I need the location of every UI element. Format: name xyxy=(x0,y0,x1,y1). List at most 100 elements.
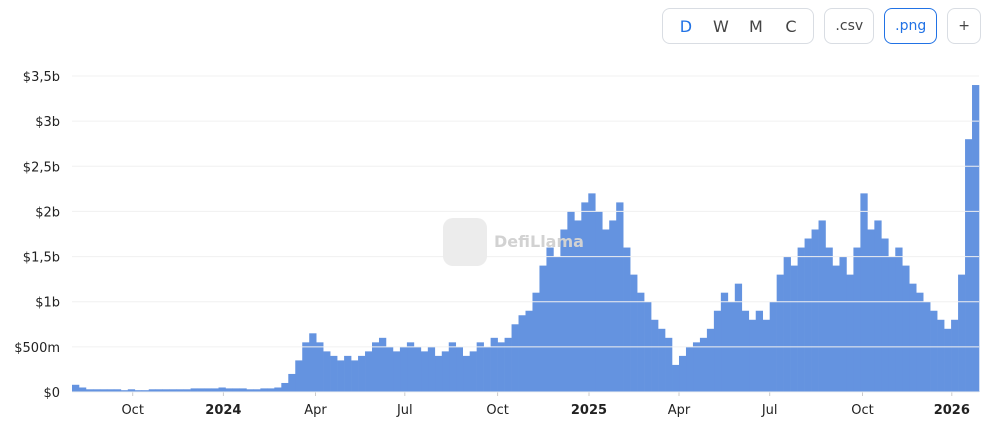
bar xyxy=(323,351,331,392)
bar xyxy=(511,324,519,392)
bar xyxy=(316,342,324,392)
bar xyxy=(623,247,631,392)
bar xyxy=(839,256,847,392)
bar xyxy=(183,389,191,392)
bar xyxy=(337,360,345,392)
x-tick-label: Oct xyxy=(121,403,143,418)
bar xyxy=(658,328,666,392)
bar xyxy=(448,342,457,392)
bar xyxy=(720,292,729,392)
bar xyxy=(574,220,582,392)
bar xyxy=(678,355,687,392)
y-tick-label: $2,5b xyxy=(23,160,60,175)
png-button[interactable]: .png xyxy=(884,8,938,44)
watermark: DefiLlama xyxy=(494,232,584,251)
bar xyxy=(651,319,659,392)
bar xyxy=(895,247,903,392)
bar xyxy=(874,220,882,392)
bar xyxy=(141,390,150,392)
bar xyxy=(260,388,268,392)
bar xyxy=(113,389,122,392)
x-tick-label: Oct xyxy=(851,403,873,418)
period-group: D W M C xyxy=(662,8,815,44)
bar xyxy=(120,390,129,392)
bar xyxy=(762,319,770,392)
bar xyxy=(211,388,219,392)
csv-button[interactable]: .csv xyxy=(824,8,875,44)
png-label: .png xyxy=(895,18,927,34)
bar xyxy=(518,315,526,392)
bar xyxy=(609,220,617,392)
bar xyxy=(225,388,233,392)
bar xyxy=(811,229,819,392)
bar xyxy=(232,388,240,392)
bar xyxy=(78,387,87,392)
bar xyxy=(169,389,177,392)
bar xyxy=(853,247,861,392)
bar xyxy=(218,387,226,392)
bar xyxy=(930,310,938,392)
bar xyxy=(239,388,247,392)
bar xyxy=(672,364,680,392)
period-button[interactable]: C xyxy=(785,16,797,36)
bar xyxy=(965,139,973,392)
bar xyxy=(281,382,289,392)
bar xyxy=(504,337,512,392)
bar xyxy=(413,346,422,392)
bar xyxy=(204,388,212,392)
add-button[interactable]: + xyxy=(947,8,981,44)
bar xyxy=(399,346,408,392)
bar xyxy=(197,388,205,392)
period-button[interactable]: D xyxy=(679,16,693,36)
bar xyxy=(483,346,491,392)
bar xyxy=(392,351,401,392)
bar xyxy=(944,328,952,392)
bar xyxy=(378,337,387,392)
bar xyxy=(553,256,561,392)
csv-label: .csv xyxy=(835,18,864,34)
bar xyxy=(92,389,101,392)
bar xyxy=(602,229,610,392)
bar xyxy=(637,292,645,392)
bar xyxy=(881,238,889,392)
bar xyxy=(490,337,498,392)
bar xyxy=(302,342,310,392)
bar xyxy=(972,85,980,393)
bar xyxy=(797,247,805,392)
period-button[interactable]: M xyxy=(749,16,763,36)
bar xyxy=(127,389,136,392)
bar xyxy=(685,346,694,392)
bar xyxy=(406,342,415,392)
bar xyxy=(699,337,708,392)
bar xyxy=(825,247,833,392)
bar xyxy=(106,389,115,392)
bar xyxy=(162,389,170,392)
bar xyxy=(665,337,673,392)
period-button[interactable]: W xyxy=(713,16,729,36)
bar xyxy=(902,265,910,392)
bar xyxy=(155,389,163,392)
bar xyxy=(385,346,394,392)
bar xyxy=(427,346,436,392)
bar xyxy=(190,388,198,392)
bar xyxy=(176,389,184,392)
bar xyxy=(734,283,743,392)
bar xyxy=(804,238,812,392)
bar xyxy=(351,360,359,392)
bar xyxy=(72,384,80,392)
bar xyxy=(476,342,484,392)
bar xyxy=(420,351,429,392)
watermark-logo xyxy=(443,218,487,266)
bar xyxy=(630,274,638,392)
bar xyxy=(469,351,477,392)
bar xyxy=(253,389,261,392)
bar xyxy=(713,310,722,392)
bar xyxy=(909,283,917,392)
bar xyxy=(288,373,296,392)
bar xyxy=(99,389,108,392)
bar xyxy=(246,389,254,392)
add-label: + xyxy=(958,18,970,34)
bar xyxy=(134,390,143,392)
bar xyxy=(267,388,275,392)
